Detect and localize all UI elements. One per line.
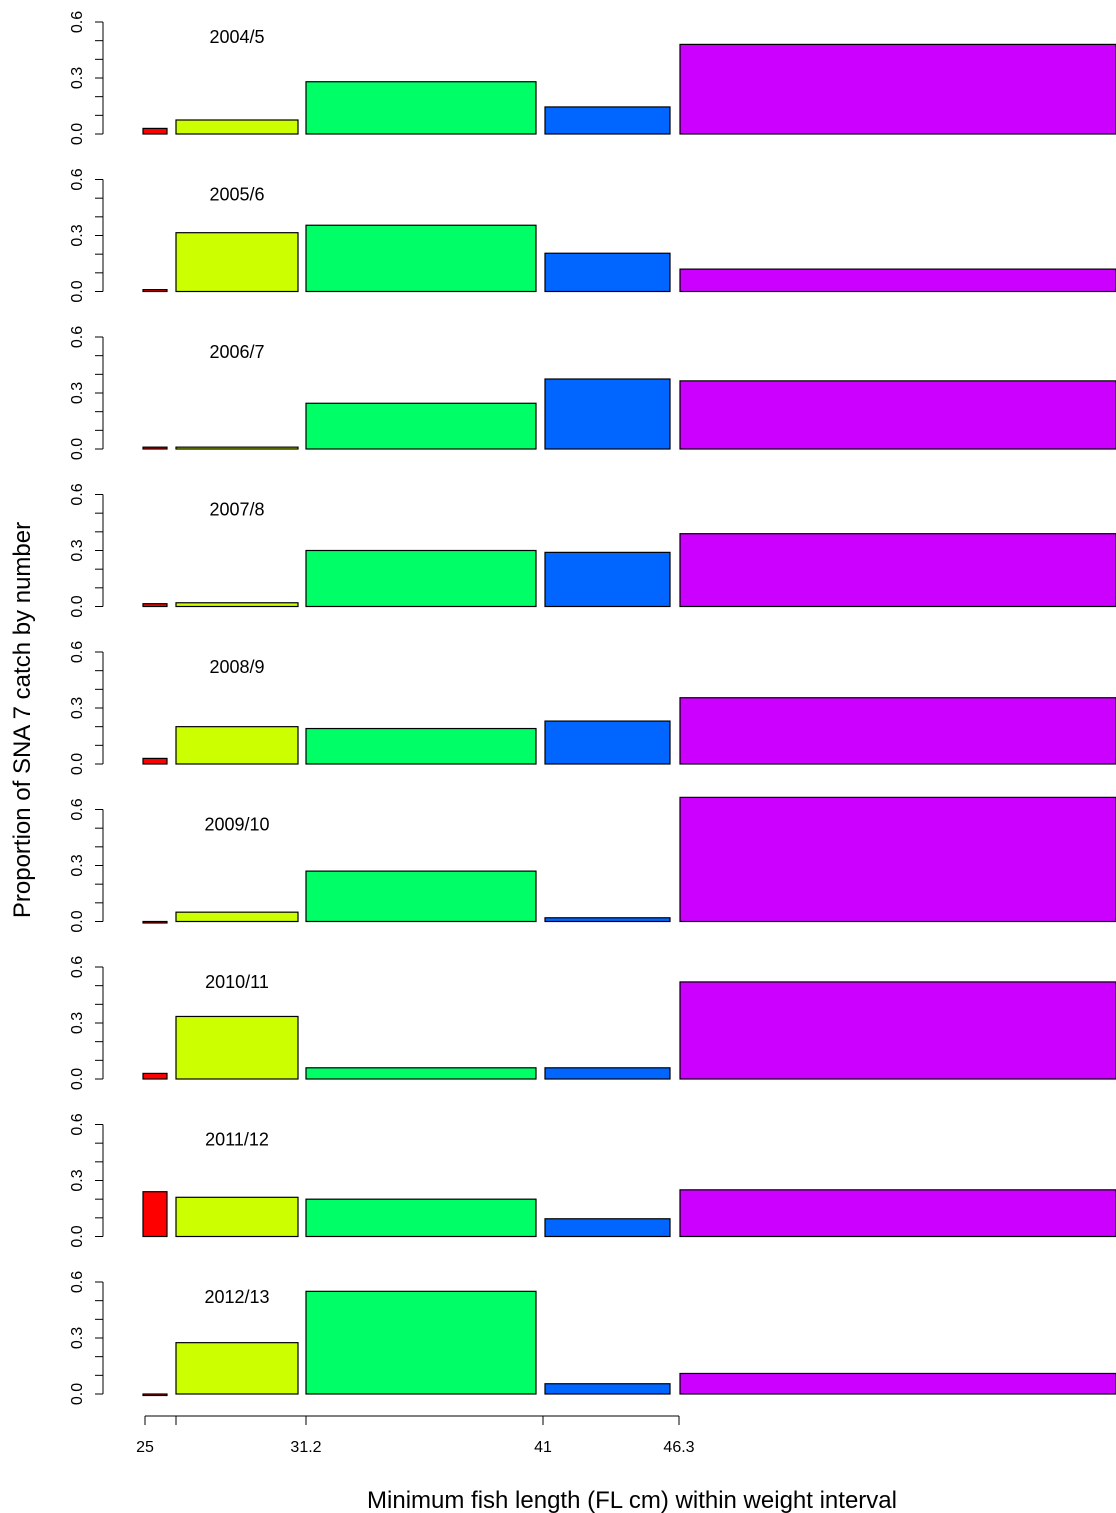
panel-title: 2004/5 — [209, 27, 264, 47]
x-tick-label: 41 — [534, 1439, 552, 1456]
bar — [305, 870, 537, 923]
y-tick-label: 0.6 — [69, 168, 86, 190]
bar — [544, 1383, 671, 1395]
y-tick-label: 0.3 — [69, 854, 86, 876]
y-tick-label: 0.6 — [69, 1113, 86, 1135]
bar — [305, 727, 537, 765]
panel-title: 2012/13 — [204, 1287, 269, 1307]
y-tick-label: 0.3 — [69, 67, 86, 89]
y-tick-label: 0.0 — [69, 1225, 86, 1247]
bar — [142, 1393, 168, 1397]
y-tick-label: 0.6 — [69, 798, 86, 820]
y-tick-label: 0.3 — [69, 1327, 86, 1349]
y-axis-label: Proportion of SNA 7 catch by number — [9, 522, 36, 918]
y-tick-label: 0.3 — [69, 1169, 86, 1191]
bar — [544, 378, 671, 450]
x-axis-label: Minimum fish length (FL cm) within weigh… — [367, 1487, 897, 1513]
x-tick-label: 46.3 — [663, 1439, 694, 1456]
panel-title: 2008/9 — [209, 657, 264, 677]
bar — [544, 106, 671, 135]
bar — [175, 119, 299, 135]
y-tick-label: 0.0 — [69, 753, 86, 775]
y-tick-label: 0.3 — [69, 539, 86, 561]
y-tick-label: 0.6 — [69, 1271, 86, 1293]
bar — [175, 1342, 299, 1395]
bar — [175, 726, 299, 765]
panel-title: 2011/12 — [205, 1130, 269, 1150]
y-tick-label: 0.0 — [69, 123, 86, 145]
y-tick-label: 0.0 — [69, 280, 86, 302]
bar — [679, 1372, 1116, 1395]
bar — [142, 127, 168, 135]
bar — [544, 1218, 671, 1238]
bar — [679, 533, 1116, 608]
bar — [679, 380, 1116, 450]
panel-title: 2006/7 — [209, 342, 264, 362]
y-tick-label: 0.0 — [69, 438, 86, 460]
bar — [175, 602, 299, 608]
panel-title: 2009/10 — [204, 815, 269, 835]
x-tick-label: 25 — [136, 1439, 154, 1456]
bar — [142, 603, 168, 608]
bar — [679, 697, 1116, 765]
x-tick-label: 31.2 — [290, 1439, 321, 1456]
bar — [305, 549, 537, 608]
y-tick-label: 0.6 — [69, 11, 86, 33]
bar — [305, 224, 537, 293]
bar — [544, 720, 671, 765]
y-tick-label: 0.3 — [69, 1012, 86, 1034]
y-tick-label: 0.6 — [69, 641, 86, 663]
bar — [544, 917, 671, 923]
bar — [305, 81, 537, 135]
bar — [142, 1072, 168, 1080]
bar — [544, 551, 671, 608]
bar — [175, 446, 299, 450]
y-tick-label: 0.3 — [69, 697, 86, 719]
bar — [679, 981, 1116, 1080]
y-tick-label: 0.0 — [69, 595, 86, 617]
panel-title: 2005/6 — [209, 185, 264, 205]
bar — [175, 1196, 299, 1238]
bar — [679, 1189, 1116, 1238]
panel-title: 2010/11 — [205, 972, 269, 992]
bar — [305, 402, 537, 450]
bar — [142, 757, 168, 765]
y-tick-label: 0.6 — [69, 956, 86, 978]
bar — [305, 1067, 537, 1080]
bar — [175, 911, 299, 923]
bar — [142, 446, 168, 450]
bar — [679, 43, 1116, 135]
y-tick-label: 0.0 — [69, 1383, 86, 1405]
bar — [142, 289, 168, 293]
bar — [544, 1067, 671, 1080]
y-tick-label: 0.0 — [69, 1068, 86, 1090]
y-tick-label: 0.6 — [69, 326, 86, 348]
panel-title: 2007/8 — [209, 500, 264, 520]
bar — [305, 1290, 537, 1395]
bar — [679, 268, 1116, 293]
y-tick-label: 0.0 — [69, 910, 86, 932]
bar — [142, 920, 168, 924]
y-tick-label: 0.3 — [69, 382, 86, 404]
y-tick-label: 0.3 — [69, 224, 86, 246]
bar — [175, 232, 299, 293]
y-tick-label: 0.6 — [69, 483, 86, 505]
bar — [142, 1191, 168, 1238]
bar — [544, 252, 671, 293]
bar — [305, 1198, 537, 1238]
bar — [175, 1015, 299, 1080]
bar — [679, 796, 1116, 923]
